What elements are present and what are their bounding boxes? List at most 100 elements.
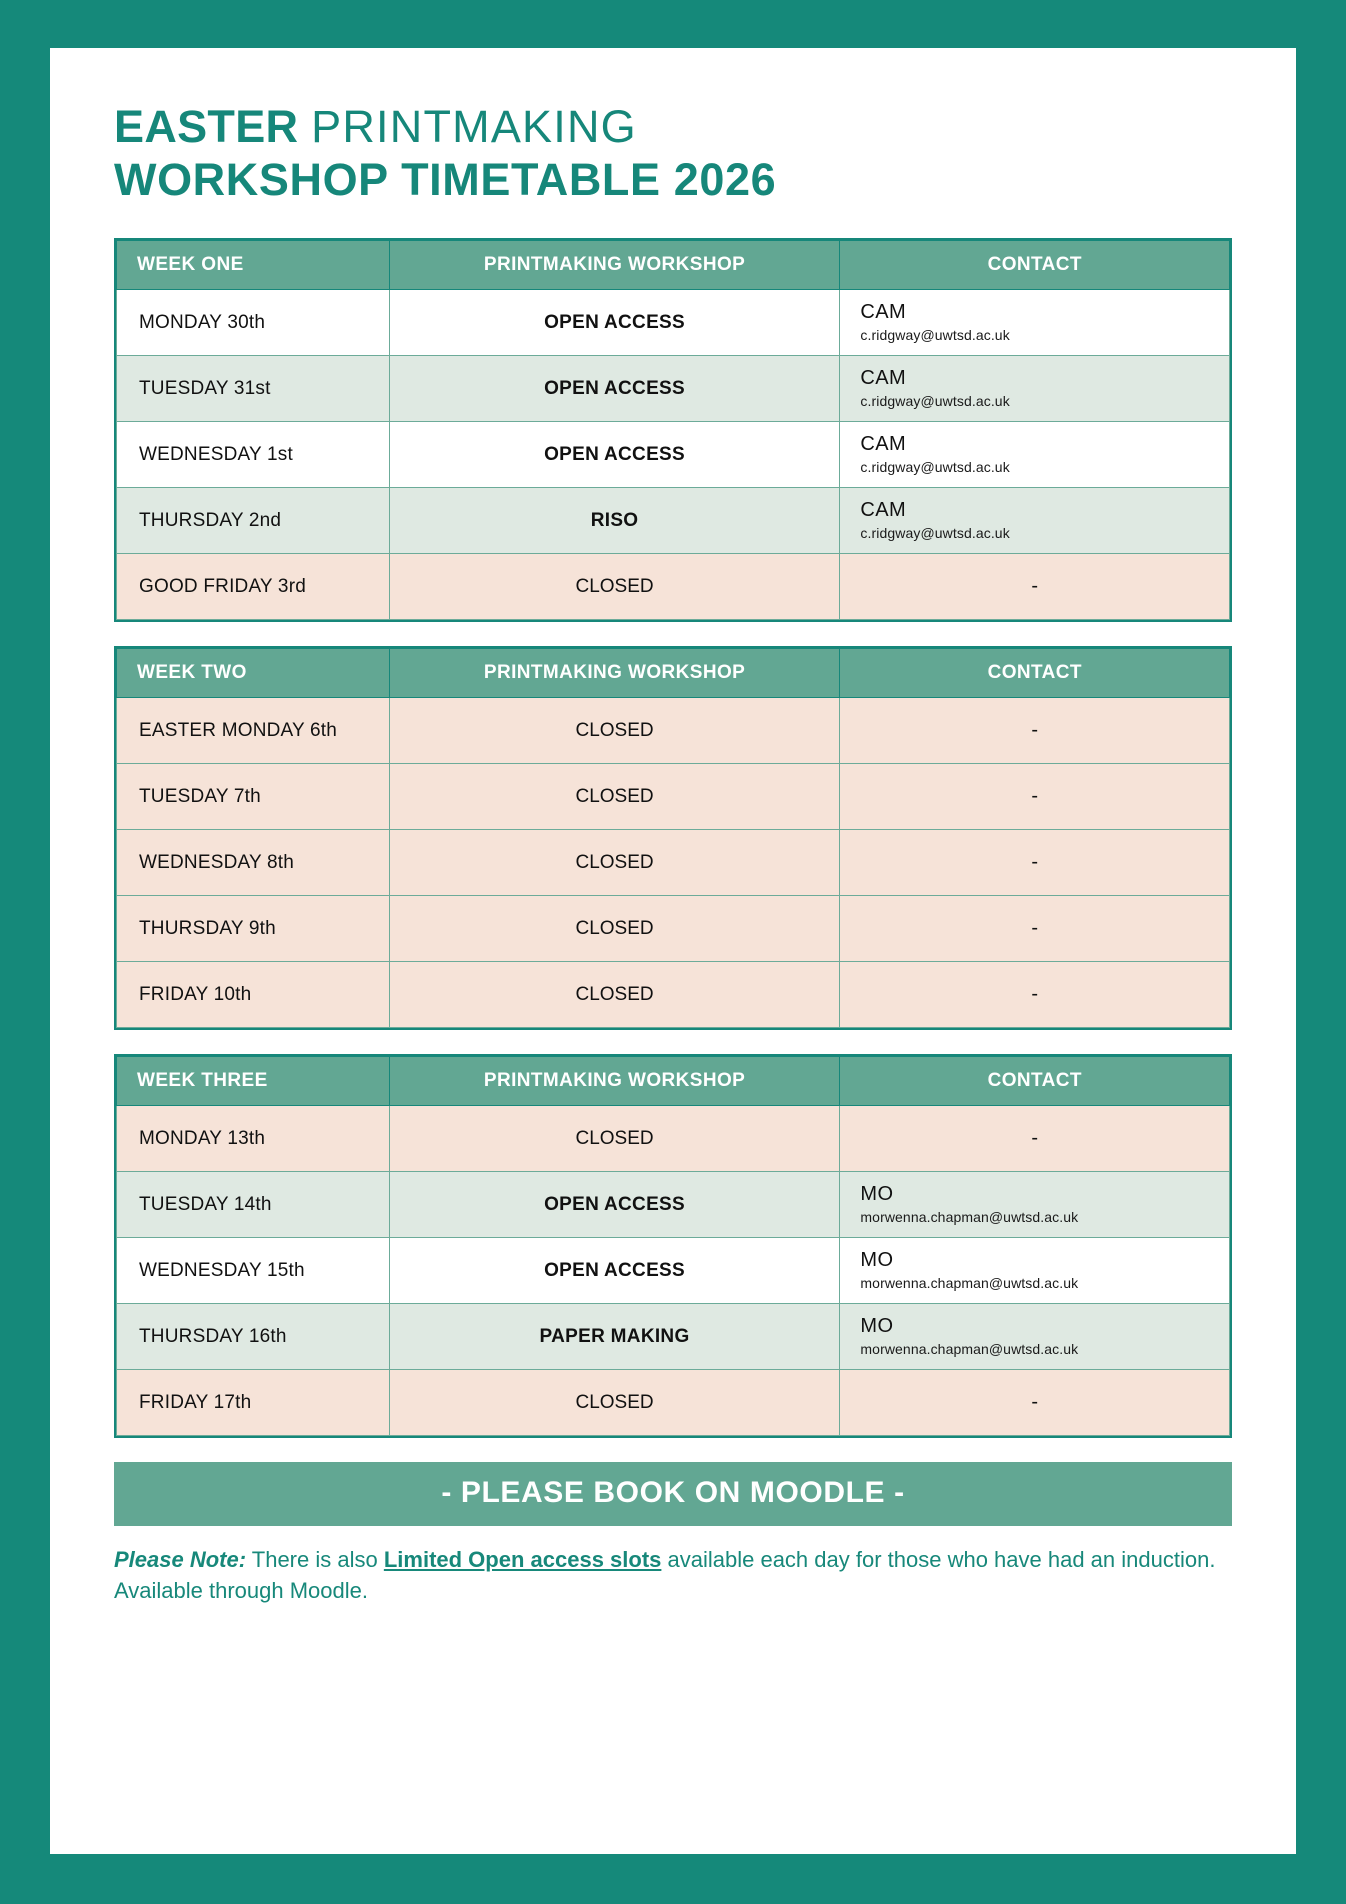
contact-empty-dash: - bbox=[1031, 719, 1039, 742]
contact-empty-dash: - bbox=[1031, 1127, 1039, 1150]
contact-email[interactable]: c.ridgway@uwtsd.ac.uk bbox=[860, 459, 1010, 476]
week-table: WEEK THREE PRINTMAKING WORKSHOP CONTACT MON… bbox=[116, 1056, 1230, 1437]
book-on-moodle-banner[interactable]: - PLEASE BOOK ON MOODLE - bbox=[114, 1462, 1232, 1527]
contact-column-header: CONTACT bbox=[839, 1056, 1230, 1107]
contact-empty-dash: - bbox=[1031, 983, 1039, 1006]
contact-column-header: CONTACT bbox=[839, 648, 1230, 699]
page-title: EASTER PRINTMAKING WORKSHOP TIMETABLE 20… bbox=[114, 100, 1232, 206]
contact-email[interactable]: morwenna.chapman@uwtsd.ac.uk bbox=[860, 1275, 1079, 1292]
table-row: TUESDAY 31st OPEN ACCESS CAM c.ridgway@uwts… bbox=[116, 355, 1230, 423]
table-row: GOOD FRIDAY 3rd CLOSED - bbox=[116, 553, 1230, 621]
contact-empty-dash: - bbox=[1031, 1391, 1039, 1414]
table-row: THURSDAY 16th PAPER MAKING MO morwenna.chap… bbox=[116, 1303, 1230, 1371]
workshop-cell: OPEN ACCESS bbox=[388, 421, 841, 489]
workshop-cell: CLOSED bbox=[388, 829, 841, 897]
day-cell: MONDAY 30th bbox=[116, 289, 390, 357]
table-row: WEDNESDAY 8th CLOSED - bbox=[116, 829, 1230, 897]
table-row: MONDAY 13th CLOSED - bbox=[116, 1105, 1230, 1173]
note-part-two: available each day for those who have ha… bbox=[114, 1547, 1216, 1604]
day-cell: WEDNESDAY 15th bbox=[116, 1237, 390, 1305]
week-table: WEEK ONE PRINTMAKING WORKSHOP CONTACT MONDA… bbox=[116, 240, 1230, 621]
contact-cell: - bbox=[839, 829, 1230, 897]
day-cell: TUESDAY 31st bbox=[116, 355, 390, 423]
contact-initials: CAM bbox=[860, 367, 907, 390]
contact-cell: - bbox=[839, 895, 1230, 963]
day-cell: FRIDAY 10th bbox=[116, 961, 390, 1029]
week-table: WEEK TWO PRINTMAKING WORKSHOP CONTACT EASTE… bbox=[116, 648, 1230, 1029]
workshop-cell: OPEN ACCESS bbox=[388, 355, 841, 423]
week-block: WEEK ONE PRINTMAKING WORKSHOP CONTACT MONDA… bbox=[114, 238, 1232, 623]
day-cell: EASTER MONDAY 6th bbox=[116, 697, 390, 765]
contact-email[interactable]: c.ridgway@uwtsd.ac.uk bbox=[860, 393, 1010, 410]
poster-page: EASTER PRINTMAKING WORKSHOP TIMETABLE 20… bbox=[50, 48, 1296, 1854]
workshop-cell: CLOSED bbox=[388, 1105, 841, 1173]
contact-email[interactable]: morwenna.chapman@uwtsd.ac.uk bbox=[860, 1341, 1079, 1358]
contact-cell: - bbox=[839, 763, 1230, 831]
contact-initials: MO bbox=[860, 1183, 894, 1206]
workshop-cell: CLOSED bbox=[388, 763, 841, 831]
contact-cell: MO morwenna.chapman@uwtsd.ac.uk bbox=[839, 1237, 1230, 1305]
please-note-text: Please Note: There is also Limited Open … bbox=[114, 1544, 1232, 1606]
title-easter: EASTER bbox=[114, 101, 299, 152]
contact-initials: CAM bbox=[860, 499, 907, 522]
workshop-cell: PAPER MAKING bbox=[388, 1303, 841, 1371]
day-cell: WEDNESDAY 8th bbox=[116, 829, 390, 897]
week-header-row: WEEK TWO PRINTMAKING WORKSHOP CONTACT bbox=[116, 648, 1230, 699]
timetable-tables: WEEK ONE PRINTMAKING WORKSHOP CONTACT MONDA… bbox=[114, 238, 1232, 1439]
table-row: THURSDAY 2nd RISO CAM c.ridgway@uwtsd.ac.uk bbox=[116, 487, 1230, 555]
week-block: WEEK THREE PRINTMAKING WORKSHOP CONTACT MON… bbox=[114, 1054, 1232, 1439]
contact-initials: MO bbox=[860, 1315, 894, 1338]
contact-email[interactable]: morwenna.chapman@uwtsd.ac.uk bbox=[860, 1209, 1079, 1226]
contact-email[interactable]: c.ridgway@uwtsd.ac.uk bbox=[860, 525, 1010, 542]
contact-email[interactable]: c.ridgway@uwtsd.ac.uk bbox=[860, 327, 1010, 344]
workshop-cell: CLOSED bbox=[388, 697, 841, 765]
table-row: TUESDAY 7th CLOSED - bbox=[116, 763, 1230, 831]
contact-cell: - bbox=[839, 697, 1230, 765]
workshop-cell: OPEN ACCESS bbox=[388, 289, 841, 357]
day-cell: TUESDAY 14th bbox=[116, 1171, 390, 1239]
workshop-cell: CLOSED bbox=[388, 895, 841, 963]
workshop-cell: OPEN ACCESS bbox=[388, 1237, 841, 1305]
table-row: FRIDAY 10th CLOSED - bbox=[116, 961, 1230, 1029]
workshop-column-header: PRINTMAKING WORKSHOP bbox=[388, 240, 841, 291]
workshop-cell: CLOSED bbox=[388, 553, 841, 621]
contact-cell: MO morwenna.chapman@uwtsd.ac.uk bbox=[839, 1171, 1230, 1239]
contact-cell: - bbox=[839, 1105, 1230, 1173]
day-cell: FRIDAY 17th bbox=[116, 1369, 390, 1437]
day-cell: GOOD FRIDAY 3rd bbox=[116, 553, 390, 621]
workshop-cell: CLOSED bbox=[388, 961, 841, 1029]
table-row: MONDAY 30th OPEN ACCESS CAM c.ridgway@uwtsd… bbox=[116, 289, 1230, 357]
title-line-two: WORKSHOP TIMETABLE 2026 bbox=[114, 154, 777, 206]
contact-initials: CAM bbox=[860, 433, 907, 456]
week-label-header: WEEK THREE bbox=[116, 1056, 390, 1107]
day-cell: TUESDAY 7th bbox=[116, 763, 390, 831]
workshop-cell: OPEN ACCESS bbox=[388, 1171, 841, 1239]
day-cell: THURSDAY 16th bbox=[116, 1303, 390, 1371]
table-row: WEDNESDAY 1st OPEN ACCESS CAM c.ridgway@uwt… bbox=[116, 421, 1230, 489]
workshop-column-header: PRINTMAKING WORKSHOP bbox=[388, 648, 841, 699]
note-lead: Please Note: bbox=[114, 1547, 247, 1573]
table-row: FRIDAY 17th CLOSED - bbox=[116, 1369, 1230, 1437]
workshop-cell: RISO bbox=[388, 487, 841, 555]
week-header-row: WEEK THREE PRINTMAKING WORKSHOP CONTACT bbox=[116, 1056, 1230, 1107]
table-row: WEDNESDAY 15th OPEN ACCESS MO morwenna.chap… bbox=[116, 1237, 1230, 1305]
contact-cell: CAM c.ridgway@uwtsd.ac.uk bbox=[839, 355, 1230, 423]
contact-empty-dash: - bbox=[1031, 575, 1039, 598]
day-cell: WEDNESDAY 1st bbox=[116, 421, 390, 489]
contact-empty-dash: - bbox=[1031, 851, 1039, 874]
table-row: THURSDAY 9th CLOSED - bbox=[116, 895, 1230, 963]
contact-initials: MO bbox=[860, 1249, 894, 1272]
contact-column-header: CONTACT bbox=[839, 240, 1230, 291]
contact-cell: MO morwenna.chapman@uwtsd.ac.uk bbox=[839, 1303, 1230, 1371]
day-cell: MONDAY 13th bbox=[116, 1105, 390, 1173]
title-printmaking: PRINTMAKING bbox=[311, 101, 637, 152]
table-row: EASTER MONDAY 6th CLOSED - bbox=[116, 697, 1230, 765]
contact-initials: CAM bbox=[860, 301, 907, 324]
note-highlight: Limited Open access slots bbox=[383, 1547, 662, 1573]
day-cell: THURSDAY 2nd bbox=[116, 487, 390, 555]
contact-cell: CAM c.ridgway@uwtsd.ac.uk bbox=[839, 487, 1230, 555]
contact-cell: - bbox=[839, 1369, 1230, 1437]
title-line-one: EASTER PRINTMAKING bbox=[114, 100, 1232, 153]
workshop-column-header: PRINTMAKING WORKSHOP bbox=[388, 1056, 841, 1107]
contact-cell: CAM c.ridgway@uwtsd.ac.uk bbox=[839, 289, 1230, 357]
